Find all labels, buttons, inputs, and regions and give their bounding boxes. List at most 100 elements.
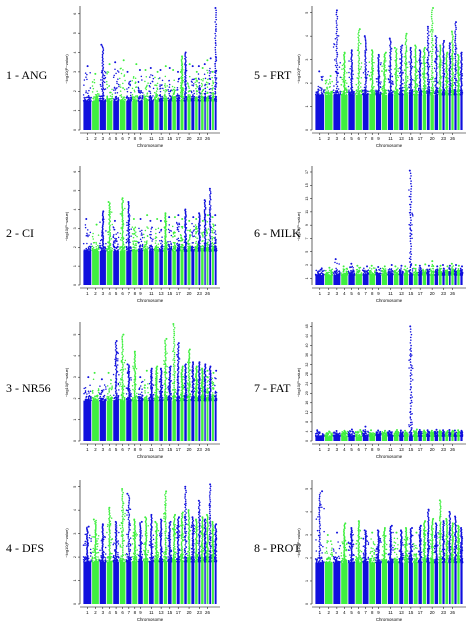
data-point bbox=[212, 398, 214, 401]
x-tick-label: 4 bbox=[108, 291, 111, 296]
data-point bbox=[138, 91, 140, 94]
data-point bbox=[173, 89, 175, 91]
data-point bbox=[211, 229, 213, 232]
peak-point bbox=[209, 208, 212, 210]
data-point bbox=[212, 99, 215, 101]
data-point bbox=[138, 250, 141, 252]
chromosome-band bbox=[132, 400, 138, 441]
data-point bbox=[151, 80, 154, 83]
peak-point bbox=[214, 100, 217, 102]
peak-point bbox=[114, 61, 117, 64]
peak-point bbox=[173, 334, 176, 337]
peak-point bbox=[215, 23, 218, 26]
data-point bbox=[85, 96, 87, 99]
data-point bbox=[161, 236, 163, 238]
data-point bbox=[206, 86, 209, 88]
peak-point bbox=[185, 60, 187, 62]
data-point bbox=[176, 238, 178, 241]
peak-point bbox=[107, 371, 110, 374]
data-point bbox=[160, 87, 162, 90]
data-point bbox=[131, 96, 134, 99]
peak-point bbox=[185, 67, 187, 70]
peak-point bbox=[184, 66, 187, 68]
data-point bbox=[198, 88, 201, 91]
peak-point bbox=[180, 75, 183, 78]
data-point bbox=[151, 99, 153, 102]
data-point bbox=[158, 390, 161, 393]
data-point bbox=[95, 250, 97, 252]
peak-point bbox=[133, 381, 136, 384]
chromosome-band bbox=[209, 251, 212, 285]
peak-point bbox=[203, 201, 206, 204]
data-point bbox=[205, 230, 208, 233]
data-point bbox=[97, 234, 100, 236]
data-point bbox=[134, 95, 137, 97]
peak-point bbox=[176, 376, 179, 379]
peak-point bbox=[197, 65, 200, 68]
peak-point bbox=[210, 381, 212, 384]
data-point bbox=[159, 85, 161, 88]
chromosome-band bbox=[176, 100, 180, 130]
x-tick-label: 15 bbox=[167, 447, 172, 452]
peak-point bbox=[133, 389, 136, 392]
data-point bbox=[157, 396, 160, 399]
panel-label-1: 1 - ANG bbox=[6, 68, 48, 82]
data-point bbox=[130, 228, 132, 230]
data-point bbox=[112, 76, 115, 79]
peak-point bbox=[102, 52, 105, 55]
y-tick-label: 3 bbox=[73, 376, 77, 378]
peak-point bbox=[214, 53, 217, 56]
data-point bbox=[201, 95, 203, 98]
data-point bbox=[149, 86, 151, 88]
data-point bbox=[206, 92, 209, 95]
data-point bbox=[167, 385, 170, 387]
data-point bbox=[139, 249, 142, 252]
data-point bbox=[206, 246, 208, 249]
data-point bbox=[91, 235, 94, 238]
data-point bbox=[204, 90, 207, 93]
data-point bbox=[144, 387, 146, 389]
peak-point bbox=[173, 382, 176, 385]
peak-point bbox=[121, 217, 124, 219]
data-point bbox=[131, 87, 134, 90]
peak-point bbox=[209, 236, 212, 238]
data-point bbox=[116, 70, 119, 72]
peak-point bbox=[164, 367, 166, 369]
data-point bbox=[134, 234, 137, 236]
data-point bbox=[207, 384, 209, 387]
data-point bbox=[152, 393, 155, 396]
peak-point bbox=[188, 369, 191, 371]
data-point bbox=[180, 91, 182, 94]
data-point bbox=[94, 96, 96, 98]
data-point bbox=[140, 240, 143, 243]
data-point bbox=[150, 230, 152, 233]
data-point bbox=[129, 246, 132, 248]
data-point bbox=[155, 94, 157, 96]
data-point bbox=[179, 87, 182, 89]
data-point bbox=[188, 239, 190, 241]
data-point bbox=[92, 250, 94, 252]
data-point bbox=[166, 352, 168, 354]
y-tick-label: 5 bbox=[73, 32, 77, 34]
peak-point bbox=[122, 373, 124, 376]
data-point bbox=[174, 235, 176, 237]
peak-point bbox=[101, 76, 104, 78]
data-point bbox=[207, 82, 209, 84]
peak-point bbox=[115, 344, 118, 347]
peak-point bbox=[121, 214, 124, 217]
data-point bbox=[141, 391, 143, 393]
data-point bbox=[135, 247, 137, 249]
peak-point bbox=[134, 388, 137, 391]
peak-point bbox=[101, 88, 104, 91]
data-point bbox=[86, 99, 88, 102]
peak-point bbox=[187, 351, 190, 353]
data-point bbox=[115, 233, 117, 235]
data-point bbox=[134, 98, 137, 100]
peak-point bbox=[185, 89, 187, 91]
data-point bbox=[92, 392, 94, 394]
data-point bbox=[120, 96, 123, 98]
data-point bbox=[132, 243, 135, 246]
data-point bbox=[94, 99, 96, 102]
peak-point bbox=[121, 350, 124, 352]
data-point bbox=[87, 399, 89, 401]
